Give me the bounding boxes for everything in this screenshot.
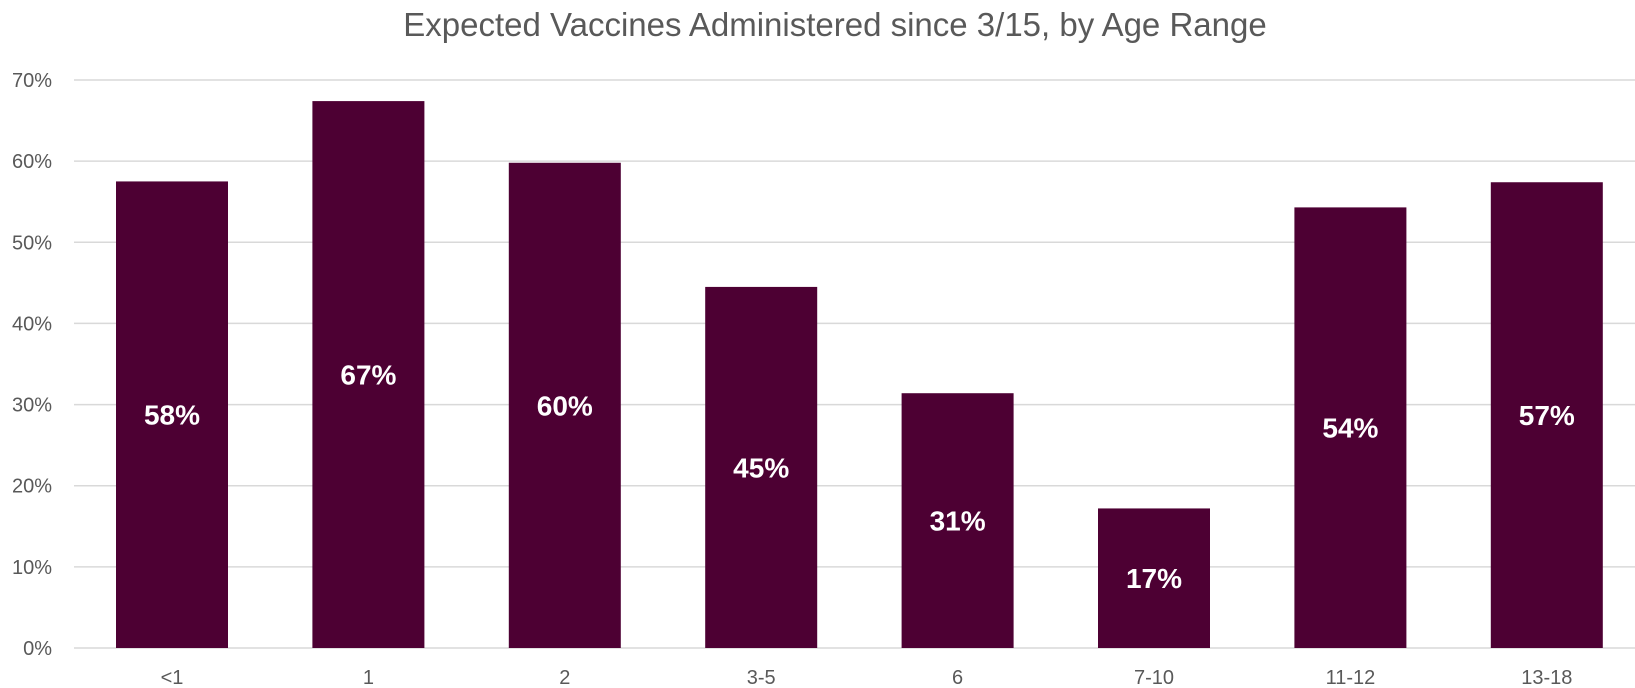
x-axis-tick-labels: <1 1 2 3-5 6 7-10 11-12 13-18 [161, 667, 1573, 688]
bar [116, 181, 228, 648]
data-label: 57% [1519, 400, 1575, 431]
data-label: 31% [930, 506, 986, 537]
y-tick-label: 20% [12, 476, 52, 498]
data-label: 67% [340, 360, 396, 391]
x-tick-label: 11-12 [1326, 667, 1376, 688]
bar [901, 393, 1014, 648]
bar [1098, 508, 1210, 648]
x-tick-label: 13-18 [1521, 667, 1572, 688]
y-tick-label: 0% [23, 638, 52, 660]
data-label: 45% [733, 452, 789, 483]
bar [1294, 207, 1407, 648]
data-label: 60% [537, 390, 593, 421]
x-tick-label: 7-10 [1134, 667, 1174, 688]
data-label: 54% [1322, 413, 1378, 444]
bars [116, 101, 1603, 649]
x-tick-label: 3-5 [747, 667, 776, 688]
y-tick-label: 40% [12, 313, 52, 335]
data-label: 17% [1126, 563, 1182, 594]
y-tick-label: 70% [12, 70, 52, 92]
y-axis-tick-labels: 0% 10% 20% 30% 40% 50% 60% 70% [12, 70, 52, 660]
bar [312, 101, 425, 648]
chart-title: Expected Vaccines Administered since 3/1… [403, 6, 1266, 43]
x-tick-label: <1 [161, 667, 184, 688]
data-label: 58% [144, 400, 200, 431]
y-tick-label: 30% [12, 395, 52, 417]
y-tick-label: 10% [12, 557, 52, 579]
y-tick-label: 50% [12, 232, 52, 254]
bar [508, 162, 621, 648]
data-labels: 58% 67% 60% 45% 31% 17% 54% 57% [144, 360, 1575, 595]
bar [1490, 182, 1603, 649]
x-tick-label: 6 [952, 667, 963, 688]
x-tick-label: 1 [363, 667, 374, 688]
y-tick-label: 60% [12, 151, 52, 173]
x-tick-label: 2 [559, 667, 570, 688]
bar [705, 286, 818, 648]
